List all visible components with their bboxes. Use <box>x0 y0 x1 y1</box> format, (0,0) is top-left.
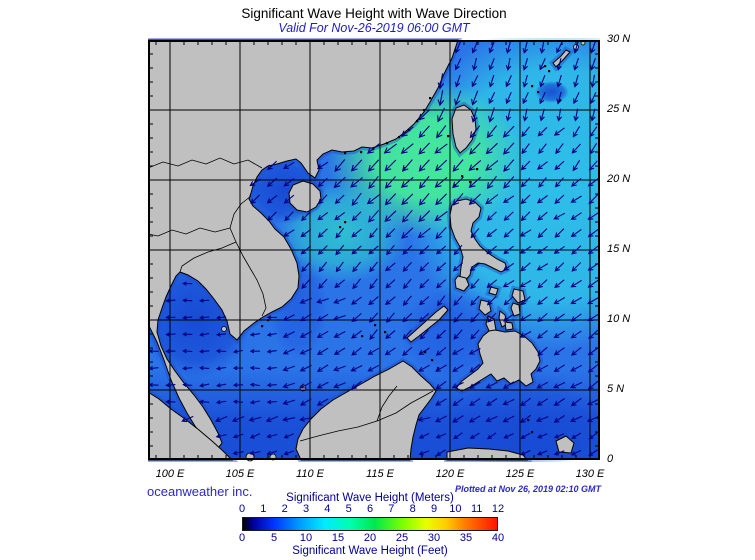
lat-label: 15 N <box>607 243 631 255</box>
lon-label: 105 E <box>225 468 255 480</box>
legend-title-meters: Significant Wave Height (Meters) <box>286 492 454 504</box>
lat-label: 0 <box>607 453 614 465</box>
lon-label: 115 E <box>366 468 394 480</box>
lat-label: 10 N <box>607 313 631 325</box>
wave-height-colorbar <box>242 517 498 531</box>
meters-tick: 9 <box>430 503 438 515</box>
map-frame <box>148 40 600 460</box>
lon-label: 110 E <box>296 468 324 480</box>
meters-tick: 10 <box>449 503 462 515</box>
feet-tick: 20 <box>363 532 377 544</box>
meters-tick: 5 <box>345 503 352 515</box>
plotted-timestamp: Plotted at Nov 26, 2019 02:10 GMT <box>454 484 601 494</box>
meters-tick: 8 <box>409 503 416 515</box>
meters-tick: 12 <box>491 503 505 515</box>
lat-label: 5 N <box>607 383 625 395</box>
meters-tick: 1 <box>260 503 267 515</box>
valid-time-subtitle: Valid For Nov-26-2019 06:00 GMT <box>278 21 470 35</box>
meters-tick: 4 <box>324 503 331 515</box>
lat-label: 30 N <box>607 33 631 45</box>
feet-tick: 0 <box>238 532 246 544</box>
meters-tick: 2 <box>281 503 288 515</box>
lat-label: 25 N <box>607 103 631 115</box>
wave-height-map <box>148 38 600 462</box>
feet-tick: 10 <box>299 532 313 544</box>
meters-tick: 3 <box>302 503 310 515</box>
feet-tick: 30 <box>427 532 441 544</box>
legend-title-feet: Significant Wave Height (Feet) <box>292 545 448 557</box>
meters-tick: 0 <box>238 503 246 515</box>
country-borders <box>148 157 434 442</box>
feet-tick: 25 <box>395 532 409 544</box>
feet-tick: 40 <box>491 532 505 544</box>
feet-tick: 35 <box>459 532 473 544</box>
lon-label: 125 E <box>505 468 535 480</box>
page-title: Significant Wave Height with Wave Direct… <box>241 6 507 21</box>
lon-label: 120 E <box>435 468 465 480</box>
lon-label: 100 E <box>155 468 185 480</box>
lat-label: 20 N <box>607 173 631 185</box>
meters-tick: 7 <box>388 503 395 515</box>
credit-text: oceanweather inc. <box>147 484 253 499</box>
lon-label: 130 E <box>575 468 605 480</box>
feet-tick: 5 <box>270 532 278 544</box>
feet-tick: 15 <box>331 532 345 544</box>
meters-tick: 6 <box>366 503 374 515</box>
meters-tick: 11 <box>470 503 483 515</box>
wave-direction-arrows <box>148 40 600 456</box>
